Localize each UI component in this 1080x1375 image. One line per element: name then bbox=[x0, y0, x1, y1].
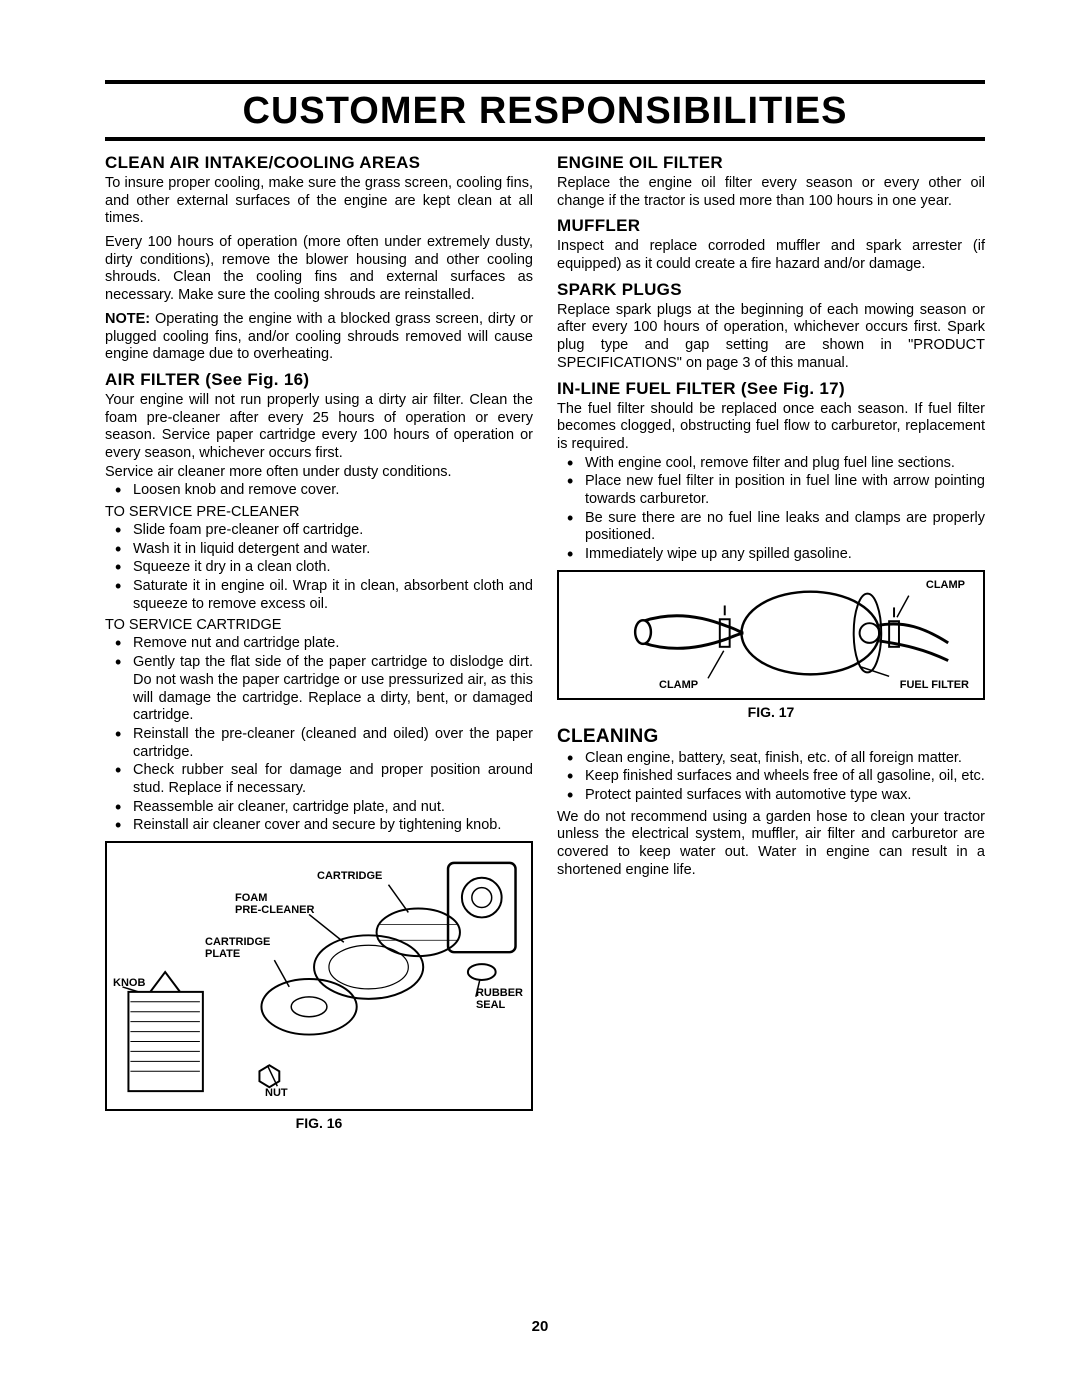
cleaning-list: Clean engine, battery, seat, finish, etc… bbox=[557, 750, 985, 805]
fig16-label-nut: NUT bbox=[265, 1088, 288, 1100]
figure-16: KNOB NUT CARTRIDGE PLATE FOAM PRE-CLEANE… bbox=[105, 841, 533, 1111]
list-item: Slide foam pre-cleaner off cartridge. bbox=[133, 522, 533, 540]
list-item: Check rubber seal for damage and proper … bbox=[133, 762, 533, 797]
fig16-diagram bbox=[107, 843, 531, 1109]
fig16-caption: FIG. 16 bbox=[105, 1115, 533, 1131]
note-prefix: NOTE: bbox=[105, 311, 150, 327]
list-item: Be sure there are no fuel line leaks and… bbox=[585, 510, 985, 545]
list-item: Squeeze it dry in a clean cloth. bbox=[133, 559, 533, 577]
air-filter-list-2: Slide foam pre-cleaner off cartridge. Wa… bbox=[105, 522, 533, 613]
air-filter-list-3: Remove nut and cartridge plate. Gently t… bbox=[105, 635, 533, 835]
list-item: Reinstall the pre-cleaner (cleaned and o… bbox=[133, 726, 533, 761]
fuel-p1: The fuel filter should be replaced once … bbox=[557, 401, 985, 454]
spark-heading: SPARK PLUGS bbox=[557, 280, 985, 300]
note-body: Operating the engine with a blocked gras… bbox=[105, 311, 533, 362]
fig17-label-clamp-bottom: CLAMP bbox=[659, 680, 698, 692]
clean-air-p1: To insure proper cooling, make sure the … bbox=[105, 175, 533, 228]
list-item: Immediately wipe up any spilled gasoline… bbox=[585, 546, 985, 564]
list-item: With engine cool, remove filter and plug… bbox=[585, 455, 985, 473]
cartridge-subheading: TO SERVICE CARTRIDGE bbox=[105, 617, 533, 633]
air-filter-p2: Service air cleaner more often under dus… bbox=[105, 464, 533, 482]
list-item: Wash it in liquid detergent and water. bbox=[133, 541, 533, 559]
cleaning-heading: CLEANING bbox=[557, 726, 985, 748]
air-filter-list-1: Loosen knob and remove cover. bbox=[105, 482, 533, 500]
engine-oil-heading: ENGINE OIL FILTER bbox=[557, 153, 985, 173]
fig16-label-cartridge: CARTRIDGE bbox=[317, 871, 382, 883]
list-item: Saturate it in engine oil. Wrap it in cl… bbox=[133, 578, 533, 613]
page-number: 20 bbox=[0, 1318, 1080, 1335]
air-filter-p1: Your engine will not run properly using … bbox=[105, 392, 533, 463]
right-column: ENGINE OIL FILTER Replace the engine oil… bbox=[557, 149, 985, 1137]
fig16-label-rubber: RUBBER SEAL bbox=[476, 988, 523, 1011]
left-column: CLEAN AIR INTAKE/COOLING AREAS To insure… bbox=[105, 149, 533, 1137]
list-item: Keep finished surfaces and wheels free o… bbox=[585, 768, 985, 786]
cleaning-p1: We do not recommend using a garden hose … bbox=[557, 809, 985, 880]
list-item: Loosen knob and remove cover. bbox=[133, 482, 533, 500]
spark-p1: Replace spark plugs at the beginning of … bbox=[557, 302, 985, 373]
muffler-p1: Inspect and replace corroded muffler and… bbox=[557, 238, 985, 273]
figure-17: CLAMP CLAMP FUEL FILTER bbox=[557, 570, 985, 700]
fuel-heading: IN-LINE FUEL FILTER (See Fig. 17) bbox=[557, 379, 985, 399]
fig16-label-foam: FOAM PRE-CLEANER bbox=[235, 893, 314, 916]
list-item: Clean engine, battery, seat, finish, etc… bbox=[585, 750, 985, 768]
list-item: Remove nut and cartridge plate. bbox=[133, 635, 533, 653]
list-item: Gently tap the flat side of the paper ca… bbox=[133, 654, 533, 725]
fig16-label-plate: CARTRIDGE PLATE bbox=[205, 937, 270, 960]
fig17-label-fuel-filter: FUEL FILTER bbox=[900, 680, 969, 692]
muffler-heading: MUFFLER bbox=[557, 216, 985, 236]
list-item: Protect painted surfaces with automotive… bbox=[585, 787, 985, 805]
air-filter-heading: AIR FILTER (See Fig. 16) bbox=[105, 370, 533, 390]
page-title: CUSTOMER RESPONSIBILITIES bbox=[105, 80, 985, 141]
list-item: Place new fuel filter in position in fue… bbox=[585, 473, 985, 508]
fig17-label-clamp-top: CLAMP bbox=[926, 580, 965, 592]
content-columns: CLEAN AIR INTAKE/COOLING AREAS To insure… bbox=[105, 149, 985, 1137]
clean-air-heading: CLEAN AIR INTAKE/COOLING AREAS bbox=[105, 153, 533, 173]
clean-air-p2: Every 100 hours of operation (more often… bbox=[105, 234, 533, 305]
fig16-label-knob: KNOB bbox=[113, 978, 145, 990]
precleaner-subheading: TO SERVICE PRE-CLEANER bbox=[105, 504, 533, 520]
engine-oil-p1: Replace the engine oil filter every seas… bbox=[557, 175, 985, 210]
clean-air-p3: NOTE: Operating the engine with a blocke… bbox=[105, 311, 533, 364]
list-item: Reinstall air cleaner cover and secure b… bbox=[133, 817, 533, 835]
fuel-list: With engine cool, remove filter and plug… bbox=[557, 455, 985, 564]
list-item: Reassemble air cleaner, cartridge plate,… bbox=[133, 799, 533, 817]
fig17-caption: FIG. 17 bbox=[557, 704, 985, 720]
